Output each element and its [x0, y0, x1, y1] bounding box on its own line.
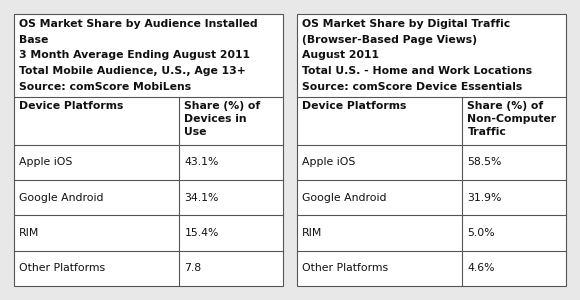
Text: 3 Month Average Ending August 2011: 3 Month Average Ending August 2011 [19, 50, 250, 60]
Bar [297, 14, 566, 286]
Text: Google Android: Google Android [302, 193, 386, 202]
Text: RIM: RIM [302, 228, 322, 238]
Text: Google Android: Google Android [19, 193, 103, 202]
Text: OS Market Share by Digital Traffic: OS Market Share by Digital Traffic [302, 19, 510, 29]
Text: Source: comScore MobiLens: Source: comScore MobiLens [19, 82, 191, 92]
Text: Other Platforms: Other Platforms [19, 263, 105, 273]
Text: 34.1%: 34.1% [184, 193, 219, 202]
Text: (Browser-Based Page Views): (Browser-Based Page Views) [302, 35, 477, 45]
Text: Apple iOS: Apple iOS [302, 157, 356, 167]
Text: OS Market Share by Audience Installed: OS Market Share by Audience Installed [19, 19, 258, 29]
Text: 43.1%: 43.1% [184, 157, 219, 167]
Text: Share (%) of
Non-Computer
Traffic: Share (%) of Non-Computer Traffic [467, 101, 557, 137]
Text: Base: Base [19, 35, 48, 45]
Text: 58.5%: 58.5% [467, 157, 502, 167]
Bar [14, 14, 283, 286]
Text: 5.0%: 5.0% [467, 228, 495, 238]
Text: 4.6%: 4.6% [467, 263, 495, 273]
Text: Total Mobile Audience, U.S., Age 13+: Total Mobile Audience, U.S., Age 13+ [19, 66, 246, 76]
Text: August 2011: August 2011 [302, 50, 379, 60]
Text: Total U.S. - Home and Work Locations: Total U.S. - Home and Work Locations [302, 66, 532, 76]
Text: RIM: RIM [19, 228, 39, 238]
Text: Apple iOS: Apple iOS [19, 157, 72, 167]
Text: Other Platforms: Other Platforms [302, 263, 388, 273]
Text: Device Platforms: Device Platforms [19, 101, 124, 111]
Text: 15.4%: 15.4% [184, 228, 219, 238]
Text: Source: comScore Device Essentials: Source: comScore Device Essentials [302, 82, 522, 92]
Text: 31.9%: 31.9% [467, 193, 502, 202]
Text: 7.8: 7.8 [184, 263, 202, 273]
Text: Share (%) of
Devices in
Use: Share (%) of Devices in Use [184, 101, 260, 137]
Text: Device Platforms: Device Platforms [302, 101, 407, 111]
